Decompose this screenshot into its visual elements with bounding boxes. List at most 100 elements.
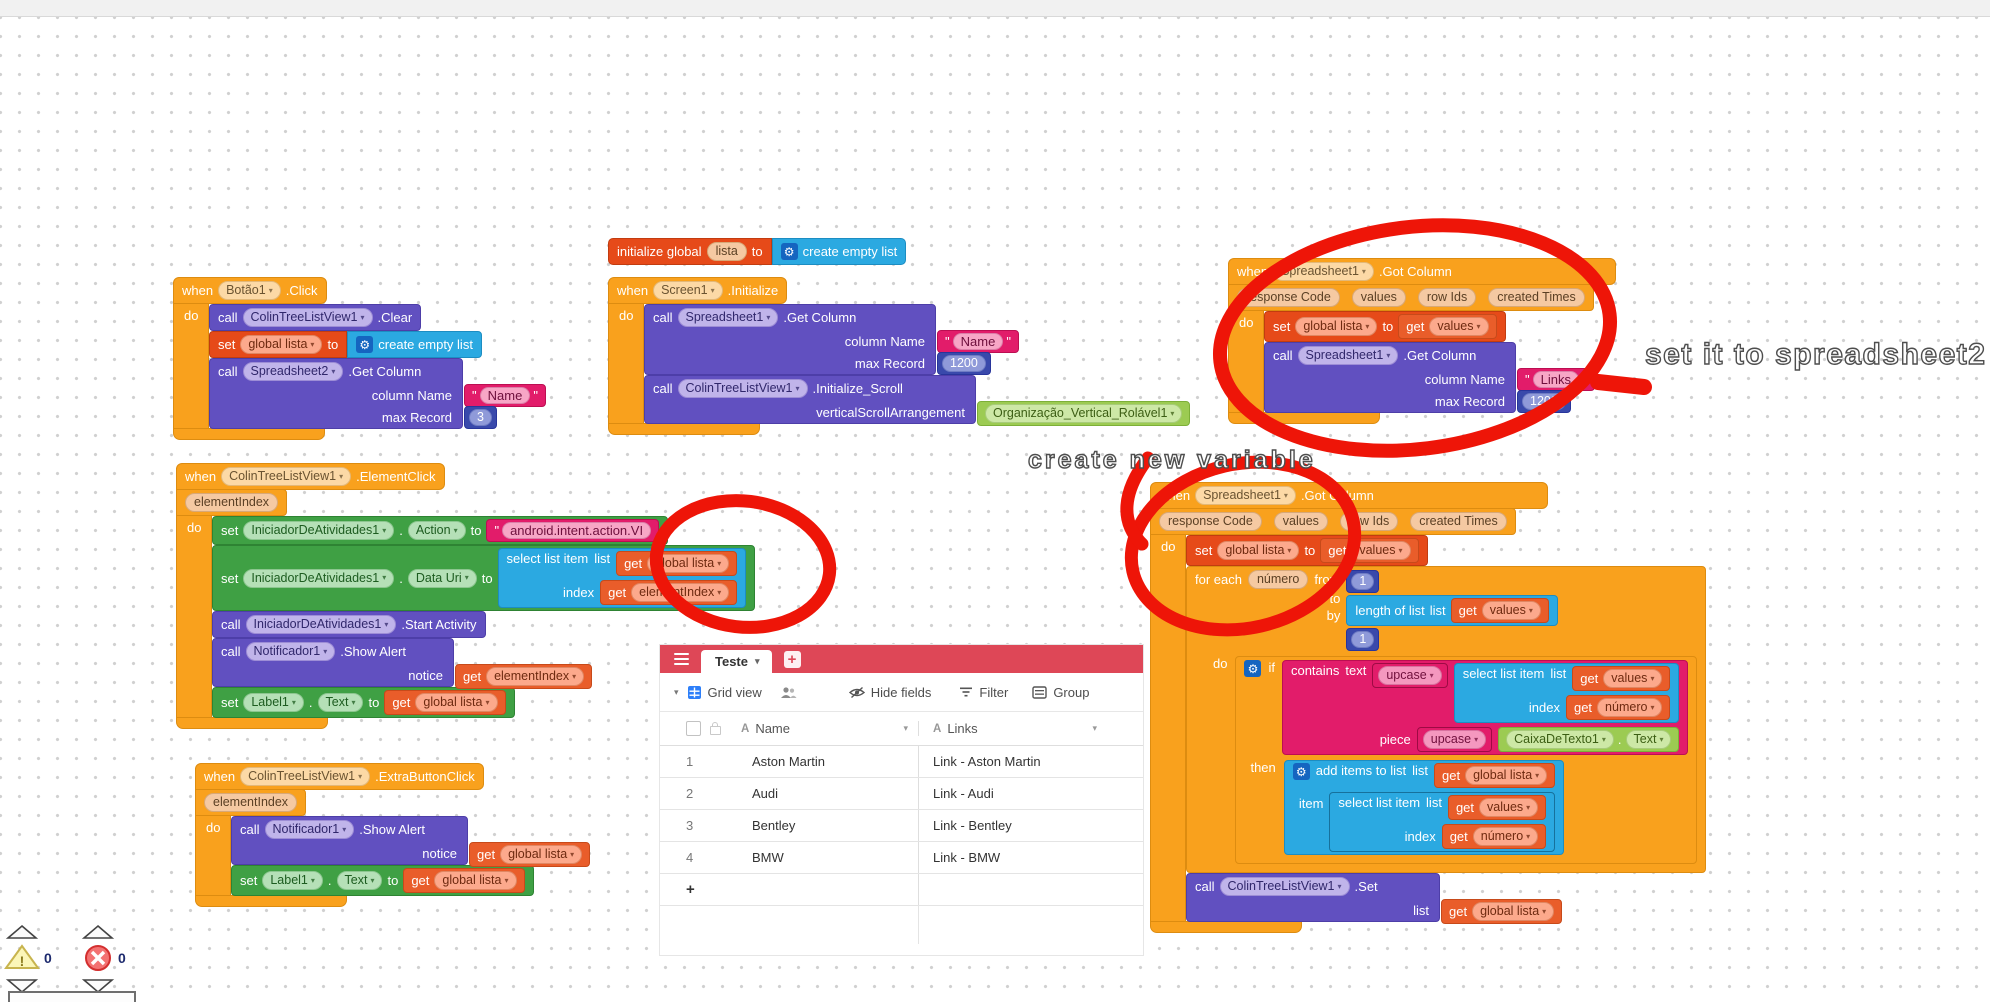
- cell-link[interactable]: Link - Bentley: [918, 810, 1107, 841]
- number-field[interactable]: 1: [1351, 573, 1375, 590]
- table-row[interactable]: 4 BMW Link - BMW: [660, 842, 1143, 874]
- variable-dropdown[interactable]: número: [1597, 698, 1663, 717]
- chevron-down-icon[interactable]: ▾: [755, 656, 760, 666]
- call-show-alert-block[interactable]: call Notificador1 .Show Alert notice get…: [212, 638, 593, 689]
- get-global-lista-block[interactable]: get global lista: [469, 842, 591, 867]
- component-dropdown[interactable]: Spreadsheet1: [677, 308, 779, 327]
- add-items-to-list-block[interactable]: add items to list list get global lista i…: [1283, 760, 1565, 855]
- tab-teste[interactable]: Teste ▾: [701, 650, 772, 673]
- property-dropdown[interactable]: Action: [407, 521, 466, 540]
- mutator-gear-icon[interactable]: [356, 336, 374, 353]
- number-block[interactable]: 1200: [937, 352, 991, 375]
- set-global-lista-row[interactable]: set global lista to get values: [1264, 311, 1506, 342]
- variable-dropdown[interactable]: global lista: [1465, 766, 1548, 785]
- add-row[interactable]: +: [660, 874, 1143, 906]
- for-each-block[interactable]: for each número from to by 1 length of l…: [1186, 566, 1707, 873]
- cell-name[interactable]: Audi: [752, 786, 779, 801]
- set-action-row[interactable]: set IniciadorDeAtividades1 . Action to "…: [212, 516, 669, 545]
- upcase-block[interactable]: upcase: [1416, 727, 1493, 752]
- block-when-screen1-initialize[interactable]: when Screen1 .Initialize do call Spreads…: [608, 277, 1191, 435]
- column-header-links[interactable]: A Links ▾: [918, 721, 1107, 736]
- variable-dropdown[interactable]: global lista: [240, 335, 323, 354]
- component-dropdown[interactable]: ColinTreeListView1: [242, 308, 373, 327]
- get-global-lista-block[interactable]: get global lista: [616, 551, 738, 576]
- get-global-lista-block[interactable]: get global lista: [1434, 763, 1556, 788]
- block-init-global-lista[interactable]: initialize global lista to create empty …: [608, 238, 907, 265]
- variable-dropdown[interactable]: global lista: [500, 845, 583, 864]
- block-when-spreadsheet1-gotcolumn[interactable]: when Spreadsheet1 .Got Column response C…: [1228, 258, 1616, 424]
- cell-link[interactable]: Link - Audi: [918, 778, 1107, 809]
- call-getcolumn-block[interactable]: call Spreadsheet1 .Get Column column Nam…: [644, 304, 1019, 375]
- get-numero-block[interactable]: get número: [1565, 695, 1671, 720]
- number-field[interactable]: 3: [469, 409, 492, 426]
- component-dropdown[interactable]: Label1: [243, 693, 304, 712]
- get-global-lista-block[interactable]: get global lista: [1441, 899, 1563, 924]
- component-dropdown[interactable]: ColinTreeListView1: [240, 767, 371, 786]
- number-field[interactable]: 1: [1351, 631, 1375, 648]
- component-dropdown[interactable]: Spreadsheet1: [1273, 262, 1374, 281]
- text-string-block[interactable]: " Name ": [937, 330, 1019, 353]
- block-when-gotcolumn-filter[interactable]: when Spreadsheet1 .Got Column response C…: [1150, 482, 1707, 933]
- set-global-lista-row[interactable]: set global lista to create empty list: [209, 331, 482, 358]
- table-row[interactable]: 1 Aston Martin Link - Aston Martin: [660, 746, 1143, 778]
- text-string-block[interactable]: " android.intent.action.VI: [486, 519, 660, 542]
- variable-dropdown[interactable]: global lista: [1217, 541, 1300, 560]
- call-clear-block[interactable]: call ColinTreeListView1 .Clear: [209, 304, 422, 331]
- length-of-list-block[interactable]: length of list list get values: [1346, 595, 1558, 626]
- get-values-block[interactable]: get values: [1320, 538, 1419, 563]
- create-empty-list-block[interactable]: create empty list: [347, 331, 482, 358]
- var-name-field[interactable]: lista: [706, 242, 747, 261]
- add-table-button[interactable]: +: [783, 651, 801, 668]
- property-dropdown[interactable]: Data Uri: [407, 568, 477, 588]
- number-field[interactable]: 1200: [942, 355, 986, 372]
- call-show-alert-block[interactable]: call Notificador1 .Show Alert notice get…: [231, 816, 591, 867]
- variable-dropdown[interactable]: elementIndex: [486, 667, 585, 686]
- hide-fields-button[interactable]: Hide fields: [848, 685, 931, 700]
- variable-dropdown[interactable]: global lista: [1472, 902, 1555, 921]
- property-dropdown[interactable]: Text: [336, 871, 383, 890]
- chevron-down-icon[interactable]: ▾: [1092, 723, 1097, 733]
- table-row[interactable]: 2 Audi Link - Audi: [660, 778, 1143, 810]
- number-block[interactable]: 3: [464, 406, 497, 429]
- component-dropdown[interactable]: Spreadsheet1: [1195, 486, 1296, 505]
- select-all-checkbox[interactable]: [686, 721, 701, 736]
- string-field[interactable]: Name: [952, 333, 1004, 350]
- text-string-block[interactable]: " Name ": [464, 384, 546, 407]
- if-block[interactable]: if contains text upcase select list item…: [1235, 656, 1698, 864]
- variable-dropdown[interactable]: global lista: [415, 693, 498, 712]
- select-list-item-block[interactable]: select list item list get values index get…: [1329, 792, 1556, 852]
- get-values-block[interactable]: get values: [1450, 598, 1549, 623]
- set-label-text-row[interactable]: set Label1 . Text to get global lista: [212, 687, 515, 718]
- string-field[interactable]: Links: [1532, 371, 1579, 388]
- variable-dropdown[interactable]: values: [1479, 798, 1539, 817]
- number-field[interactable]: 1200: [1522, 393, 1566, 410]
- block-when-extrabuttonclick[interactable]: when ColinTreeListView1 .ExtraButtonClic…: [195, 763, 591, 907]
- number-block[interactable]: 1200: [1517, 390, 1571, 413]
- component-dropdown[interactable]: Label1: [262, 871, 323, 890]
- chevron-down-icon[interactable]: ▾: [903, 723, 908, 733]
- component-dropdown[interactable]: Organização_Vertical_Rolável1: [985, 404, 1183, 423]
- string-field[interactable]: Name: [479, 387, 531, 404]
- variable-dropdown[interactable]: global lista: [434, 871, 517, 890]
- variable-dropdown[interactable]: número: [1472, 827, 1539, 846]
- contains-text-block[interactable]: contains text upcase select list item lis…: [1281, 660, 1689, 755]
- component-dropdown[interactable]: ColinTreeListView1: [677, 379, 808, 398]
- component-dropdown[interactable]: Spreadsheet1: [1297, 346, 1399, 365]
- cell-name[interactable]: Bentley: [752, 818, 796, 833]
- variable-dropdown[interactable]: values: [1429, 317, 1489, 336]
- number-block[interactable]: 1: [1346, 628, 1380, 651]
- property-dropdown[interactable]: Text: [317, 693, 364, 712]
- create-empty-list-block[interactable]: create empty list: [771, 238, 907, 265]
- show-warnings-panel[interactable]: [8, 991, 136, 1002]
- call-initialize-scroll-block[interactable]: call ColinTreeListView1 .Initialize_Scro…: [644, 375, 1191, 426]
- upcase-block[interactable]: upcase: [1372, 663, 1448, 688]
- filter-button[interactable]: Filter: [959, 685, 1008, 700]
- variable-dropdown[interactable]: elementIndex: [631, 583, 730, 602]
- get-global-lista-block[interactable]: get global lista: [403, 868, 525, 893]
- hamburger-menu-icon[interactable]: [674, 653, 689, 665]
- get-global-lista-block[interactable]: get global lista: [384, 690, 506, 715]
- text-string-block[interactable]: " Links ": [1517, 368, 1595, 391]
- upcase-dropdown[interactable]: upcase: [1422, 730, 1487, 749]
- select-list-item-block[interactable]: select list item list get values index get…: [1453, 663, 1680, 723]
- call-getcolumn-block[interactable]: call Spreadsheet1 .Get Column column Nam…: [1264, 342, 1595, 413]
